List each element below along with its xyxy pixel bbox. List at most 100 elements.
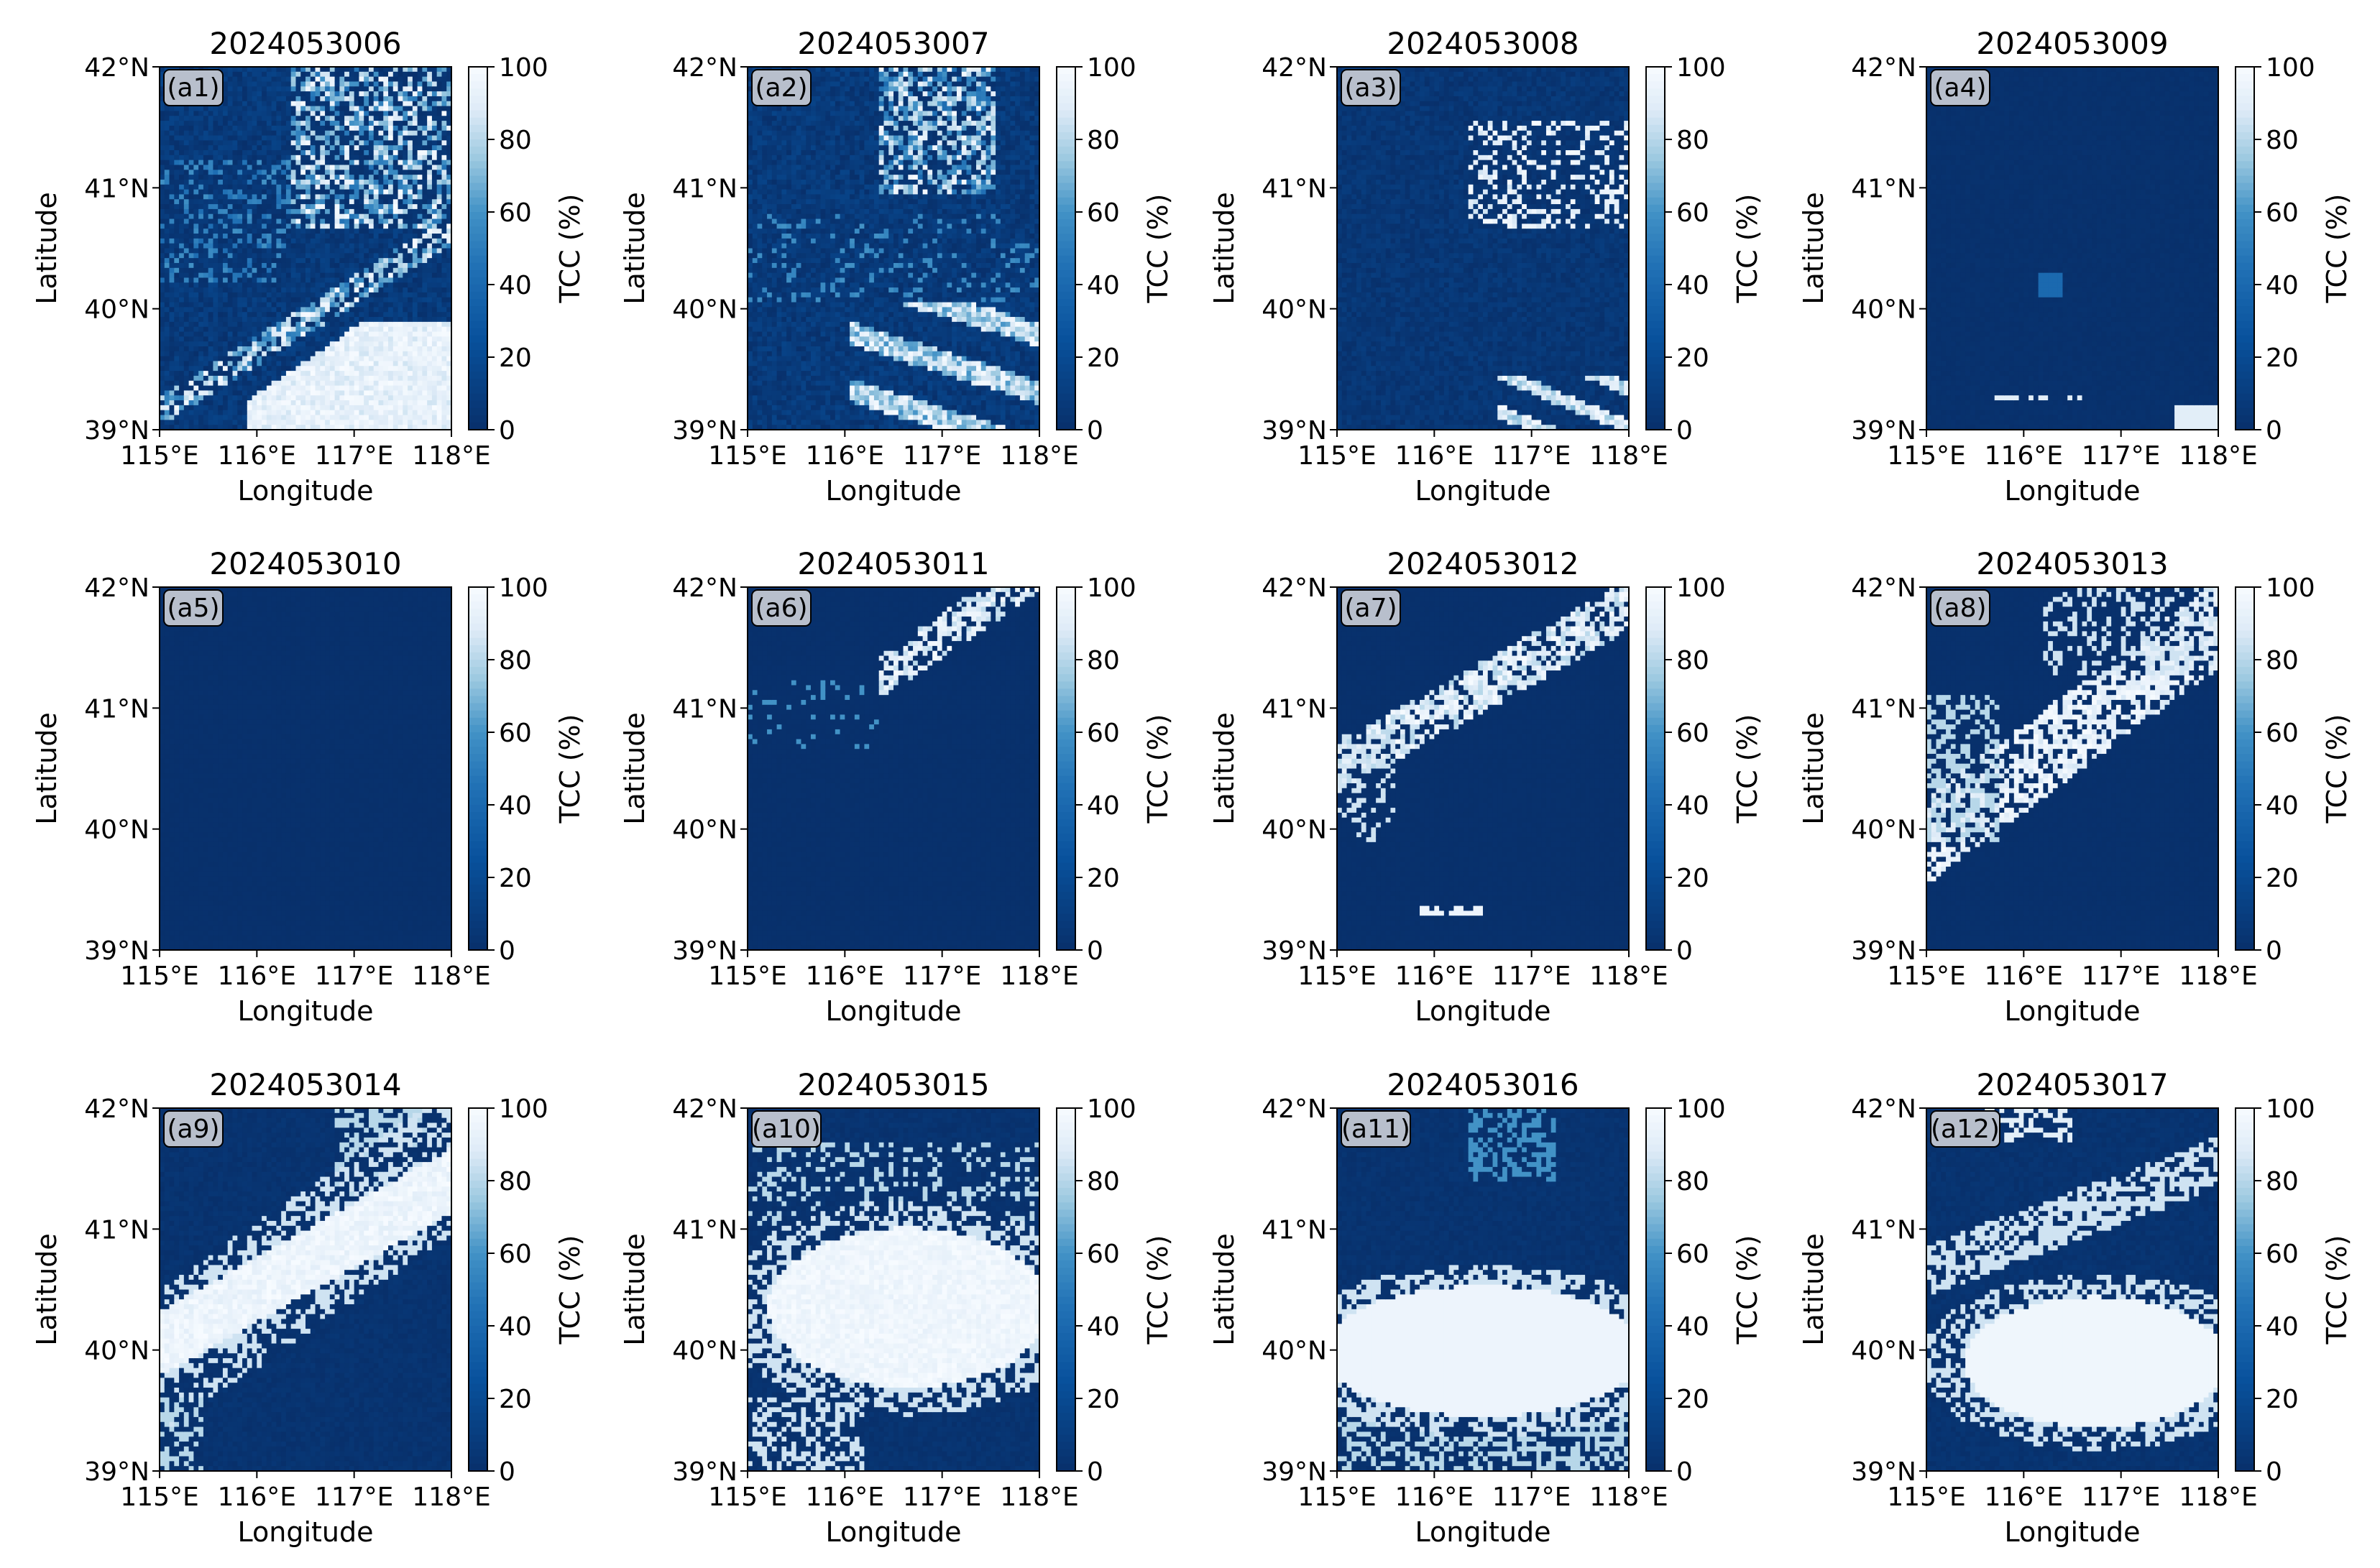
- heatmap-cell: [165, 185, 170, 190]
- heatmap-cell: [170, 395, 175, 400]
- heatmap-cell: [198, 292, 203, 298]
- heatmap-cell: [160, 234, 165, 239]
- heatmap-cell: [165, 292, 170, 298]
- heatmap-cell: [189, 229, 194, 234]
- heatmap-cell: [193, 234, 198, 239]
- heatmap-cell: [189, 376, 194, 381]
- heatmap-cell: [203, 253, 208, 258]
- heatmap-cell: [193, 356, 198, 361]
- heatmap-cell: [174, 268, 179, 273]
- heatmap-cell: [189, 282, 194, 287]
- heatmap-cell: [170, 165, 175, 170]
- heatmap-cell: [198, 209, 203, 214]
- heatmap-cell: [165, 371, 170, 376]
- heatmap-cell: [174, 249, 179, 254]
- heatmap-cell: [208, 180, 213, 185]
- heatmap-cell: [184, 175, 189, 180]
- heatmap-cell: [174, 199, 179, 204]
- heatmap-cell: [198, 140, 203, 145]
- heatmap-cell: [174, 219, 179, 224]
- heatmap-cell: [160, 160, 165, 165]
- heatmap-cell: [179, 415, 184, 420]
- heatmap-cell: [160, 140, 165, 145]
- heatmap-cell: [189, 317, 194, 322]
- heatmap-cell: [203, 420, 208, 425]
- heatmap-cell: [193, 366, 198, 371]
- heatmap-cell: [160, 223, 165, 229]
- heatmap-cell: [160, 400, 165, 405]
- heatmap-cell: [189, 420, 194, 425]
- heatmap-cell: [170, 175, 175, 180]
- heatmap-cell: [203, 390, 208, 395]
- heatmap-cell: [184, 307, 189, 312]
- heatmap-cell: [184, 190, 189, 195]
- heatmap-cell: [203, 258, 208, 263]
- heatmap-cell: [198, 361, 203, 366]
- heatmap-cell: [198, 303, 203, 308]
- heatmap-cell: [174, 356, 179, 361]
- heatmap-cell: [193, 131, 198, 136]
- heatmap-cell: [179, 214, 184, 219]
- heatmap-cell: [184, 165, 189, 170]
- heatmap-cell: [193, 145, 198, 150]
- heatmap-cell: [179, 356, 184, 361]
- heatmap-cell: [184, 420, 189, 425]
- heatmap-cell: [160, 395, 165, 400]
- heatmap-cell: [198, 277, 203, 282]
- heatmap-cell: [174, 229, 179, 234]
- heatmap-cell: [179, 223, 184, 229]
- heatmap-cell: [160, 332, 165, 337]
- heatmap-cell: [189, 209, 194, 214]
- heatmap-cell: [184, 170, 189, 175]
- heatmap-cell: [165, 234, 170, 239]
- heatmap-cell: [203, 204, 208, 209]
- heatmap-cell: [193, 170, 198, 175]
- heatmap-cell: [184, 366, 189, 371]
- heatmap-cell: [179, 303, 184, 308]
- heatmap-cell: [170, 249, 175, 254]
- heatmap-cell: [174, 282, 179, 287]
- heatmap-cell: [184, 332, 189, 337]
- heatmap-cell: [160, 204, 165, 209]
- heatmap-cell: [165, 131, 170, 136]
- heatmap-cell: [160, 415, 165, 420]
- heatmap-cell: [208, 170, 213, 175]
- heatmap-cell: [203, 106, 208, 111]
- heatmap-cell: [165, 121, 170, 126]
- heatmap-cell: [174, 194, 179, 199]
- heatmap-cell: [165, 239, 170, 244]
- heatmap-cell: [203, 287, 208, 292]
- heatmap-cell: [198, 356, 203, 361]
- heatmap-cell: [184, 185, 189, 190]
- heatmap-cell: [189, 111, 194, 116]
- heatmap-cell: [170, 155, 175, 160]
- heatmap-cell: [174, 106, 179, 111]
- heatmap-cell: [189, 204, 194, 209]
- heatmap-cell: [203, 126, 208, 131]
- heatmap-cell: [160, 145, 165, 150]
- heatmap-cell: [203, 277, 208, 282]
- heatmap-cell: [198, 239, 203, 244]
- heatmap-cell: [160, 322, 165, 327]
- heatmap-cell: [184, 356, 189, 361]
- heatmap-cell: [198, 258, 203, 263]
- heatmap-cell: [179, 229, 184, 234]
- heatmap-cell: [165, 361, 170, 366]
- heatmap-cell: [165, 381, 170, 386]
- heatmap-cell: [165, 366, 170, 371]
- heatmap-cell: [189, 170, 194, 175]
- heatmap-cell: [179, 400, 184, 405]
- heatmap-cell: [203, 386, 208, 391]
- heatmap-cell: [208, 239, 213, 244]
- heatmap-cell: [170, 180, 175, 185]
- heatmap-cell: [174, 214, 179, 219]
- heatmap-cell: [184, 292, 189, 298]
- heatmap-cell: [189, 214, 194, 219]
- heatmap-cell: [193, 223, 198, 229]
- heatmap-cell: [208, 185, 213, 190]
- heatmap-cell: [203, 307, 208, 312]
- heatmap-cell: [184, 258, 189, 263]
- heatmap-cell: [165, 312, 170, 317]
- heatmap-cell: [165, 268, 170, 273]
- heatmap-cell: [198, 199, 203, 204]
